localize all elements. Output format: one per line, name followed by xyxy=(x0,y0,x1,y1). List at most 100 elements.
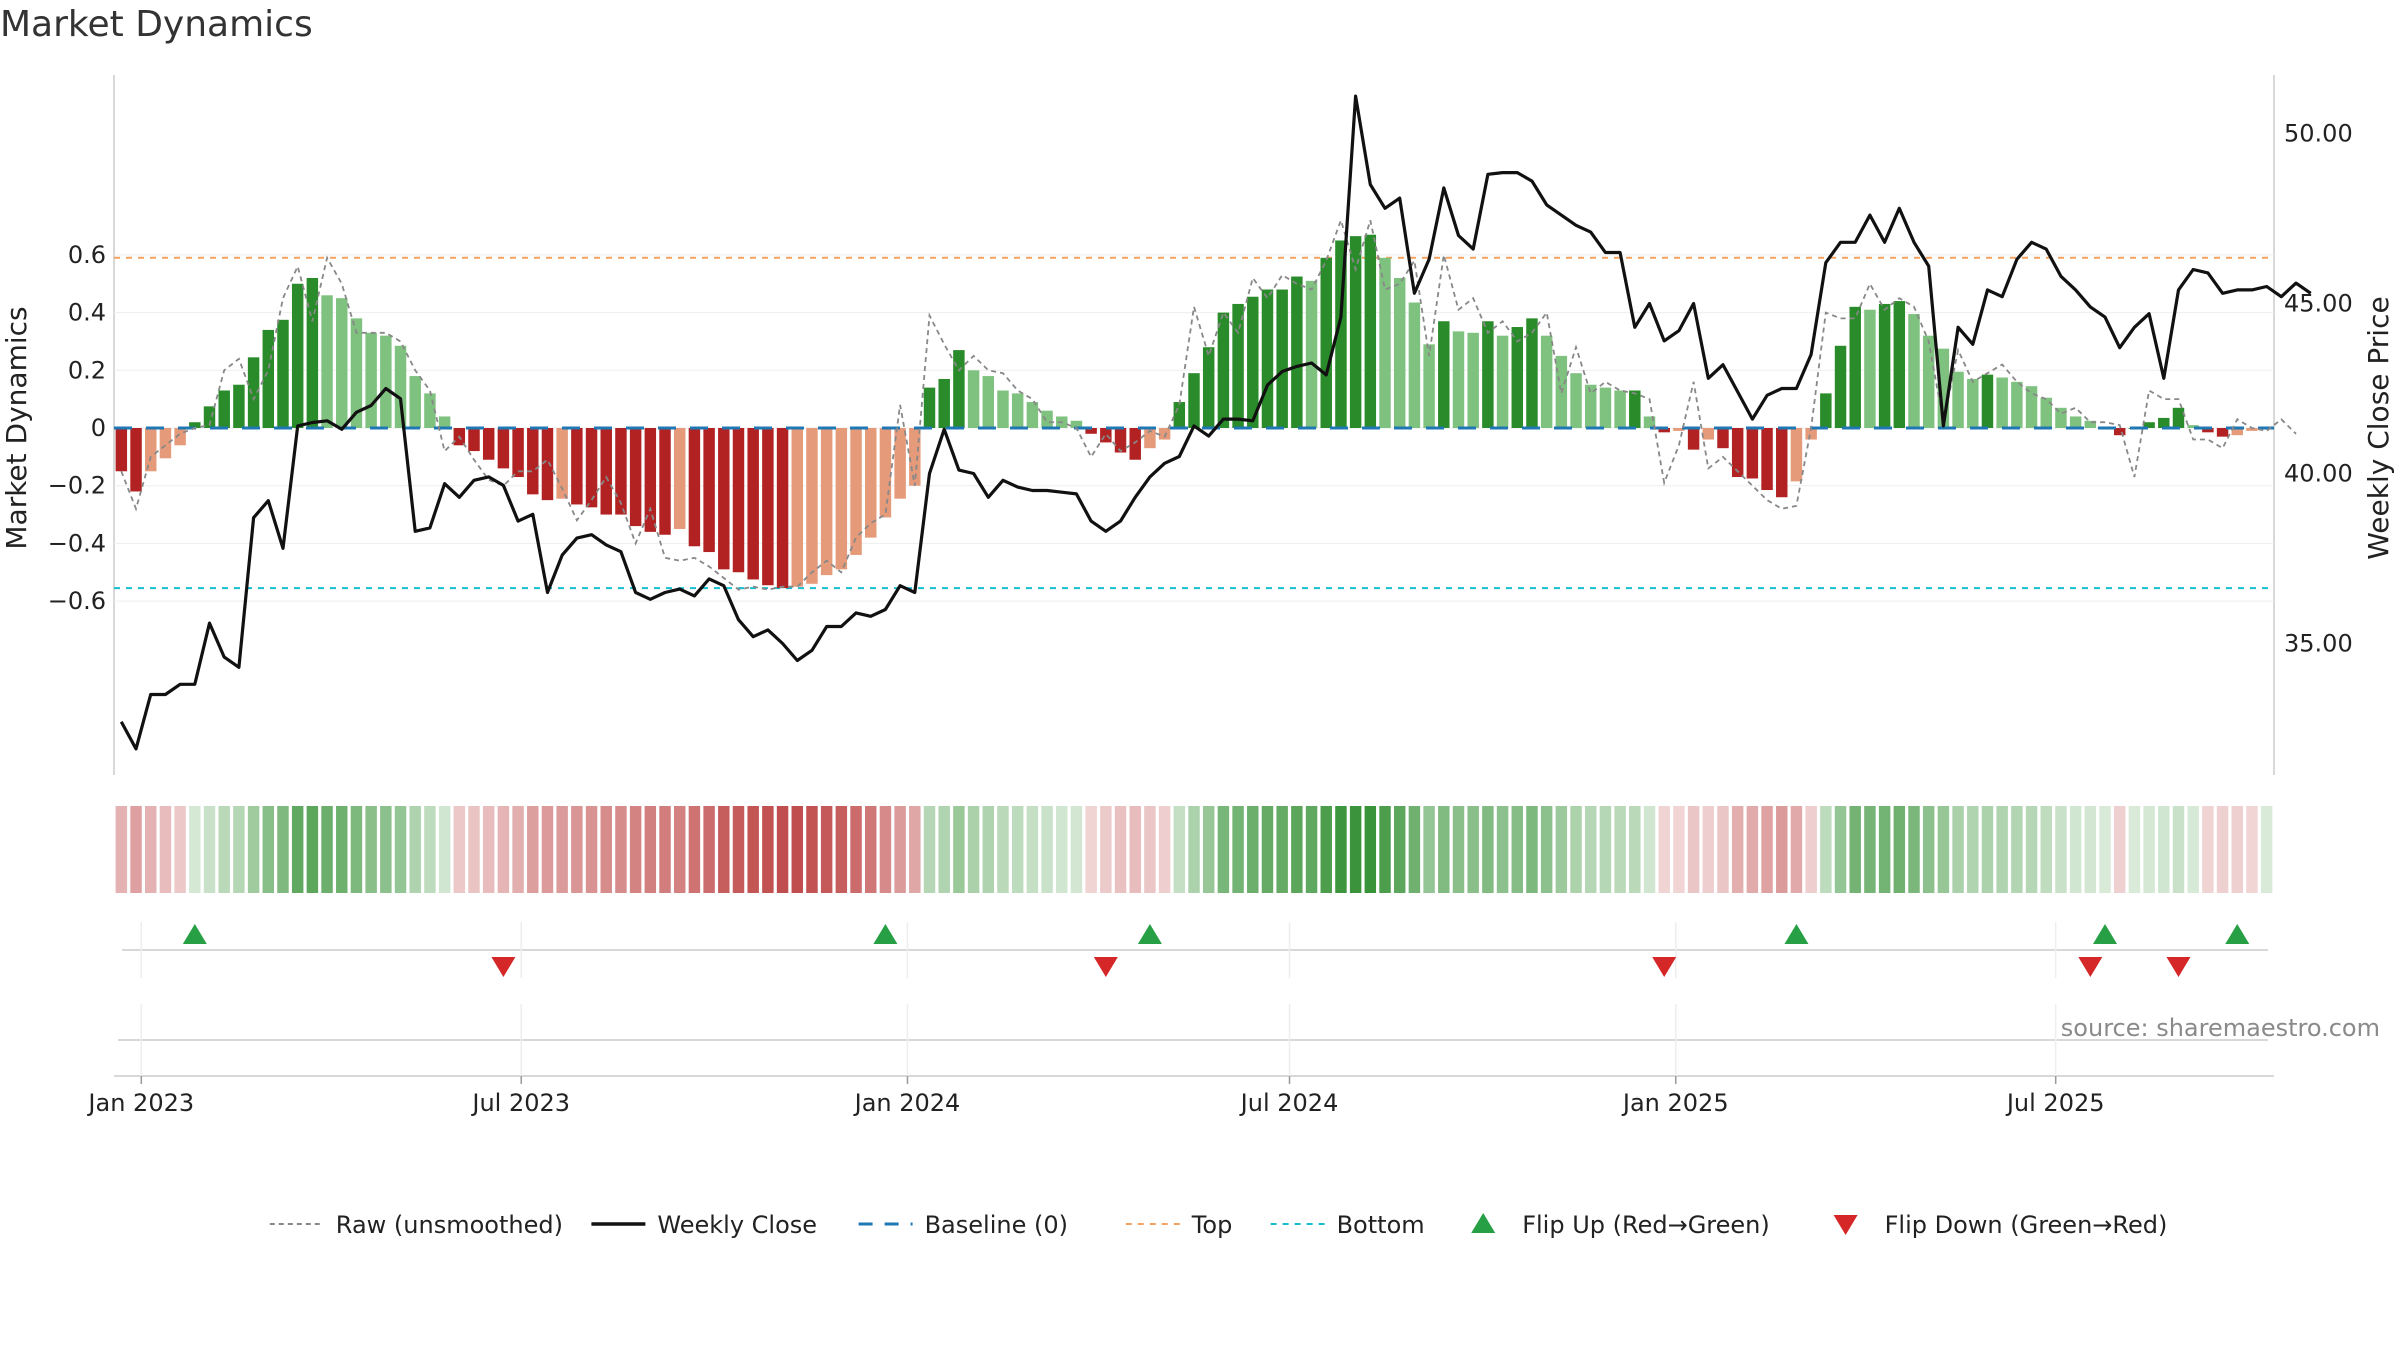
dynamics-bar xyxy=(394,345,407,428)
dynamics-bar xyxy=(1144,428,1156,449)
heat-strip-cell xyxy=(2231,806,2243,893)
dynamics-bar xyxy=(1085,428,1097,434)
dynamics-bar xyxy=(233,384,245,428)
heat-strip-cell xyxy=(453,806,466,893)
dynamics-bar xyxy=(145,428,157,472)
heat-strip-cell xyxy=(2099,806,2111,893)
heat-strip-cell xyxy=(1026,806,1039,893)
heat-strip-cell xyxy=(468,806,480,893)
heat-strip-cell xyxy=(1188,806,1200,893)
dynamics-bar xyxy=(1026,402,1039,428)
heat-strip-cell xyxy=(1585,806,1597,893)
x-tick-label: Jan 2024 xyxy=(853,1089,961,1117)
dynamics-bar xyxy=(938,378,950,428)
dynamics-bar xyxy=(923,387,936,428)
dynamics-bar xyxy=(1452,331,1465,428)
heat-strip-cell xyxy=(174,806,186,893)
heat-strip-cell xyxy=(130,806,142,893)
dynamics-bar xyxy=(1702,428,1715,440)
heat-strip-cell xyxy=(1496,806,1509,893)
dynamics-bar xyxy=(629,428,642,527)
dynamics-bar xyxy=(615,428,627,515)
dynamics-bar xyxy=(1496,335,1509,428)
dynamics-bar xyxy=(321,295,333,428)
flip-up-marker xyxy=(1137,924,1162,944)
dynamics-bar xyxy=(909,428,921,486)
dynamics-bar xyxy=(130,428,142,492)
dynamics-bar xyxy=(1834,345,1847,428)
dynamics-bar xyxy=(835,428,848,570)
heat-strip-cell xyxy=(1041,806,1053,893)
heat-strip-cell xyxy=(629,806,642,893)
dynamics-bar xyxy=(380,335,392,428)
heat-strip-cell xyxy=(2187,806,2199,893)
heat-strip-cell xyxy=(2055,806,2067,893)
heat-strip-cell xyxy=(600,806,612,893)
heat-strip-cell xyxy=(1790,806,1803,893)
heat-strip-cell xyxy=(1908,806,1920,893)
dynamics-bar xyxy=(365,332,377,428)
chart-title: Market Dynamics xyxy=(0,4,313,45)
heat-strip-cell xyxy=(1482,806,1494,893)
heat-strip-cell xyxy=(1379,806,1391,893)
dynamics-bar xyxy=(424,393,436,428)
dynamics-bar xyxy=(1540,335,1553,428)
heat-strip-cell xyxy=(424,806,436,893)
dynamics-bar xyxy=(732,428,745,573)
y-left-tick-label: 0.4 xyxy=(68,299,106,327)
heat-strip-cell xyxy=(909,806,921,893)
dynamics-bar xyxy=(556,428,568,499)
heat-strip-cell xyxy=(1922,806,1935,893)
heat-strip-cell xyxy=(380,806,392,893)
dynamics-bar xyxy=(277,319,289,428)
dynamics-bar xyxy=(2069,416,2082,428)
heat-strip-cell xyxy=(291,806,304,893)
heat-strip-cell xyxy=(365,806,377,893)
heat-strip-cell xyxy=(1129,806,1141,893)
heat-strip-cell xyxy=(997,806,1009,893)
heat-strip-cell xyxy=(1996,806,2008,893)
heat-strip-cell xyxy=(938,806,950,893)
heat-strip-cell xyxy=(2246,806,2258,893)
dynamics-bar xyxy=(1511,327,1523,428)
heat-strip-cell xyxy=(1952,806,1964,893)
heat-strip-cell xyxy=(703,806,715,893)
heat-strip-cell xyxy=(2216,806,2229,893)
legend-item-raw: Raw (unsmoothed) xyxy=(269,1211,563,1239)
heat-strip-cell xyxy=(1232,806,1244,893)
dynamics-bar xyxy=(1776,428,1788,498)
flip-down-marker xyxy=(2166,957,2191,977)
dynamics-bar xyxy=(2055,407,2067,428)
heat-strip-cell xyxy=(2069,806,2082,893)
heat-strip-cell xyxy=(1864,806,1876,893)
dynamics-bar xyxy=(1320,257,1332,428)
dynamics-bar xyxy=(1746,428,1759,479)
heat-strip-cell xyxy=(688,806,701,893)
dynamics-bar xyxy=(1305,280,1318,428)
dynamics-bar xyxy=(1967,378,1979,428)
flip-up-marker xyxy=(873,924,898,944)
dynamics-bar xyxy=(1423,344,1435,428)
dynamics-bar xyxy=(1731,428,1744,478)
heat-strip-cell xyxy=(2143,806,2155,893)
legend-item-top: Top xyxy=(1125,1211,1232,1239)
y-right-tick-label: 35.00 xyxy=(2284,630,2353,658)
heat-strip-cell xyxy=(644,806,657,893)
dynamics-bar xyxy=(953,350,965,428)
heat-strip-cell xyxy=(894,806,906,893)
heat-strip-cell xyxy=(571,806,583,893)
dynamics-bar xyxy=(218,390,230,428)
y-right-tick-label: 40.00 xyxy=(2284,460,2353,488)
flip-down-marker xyxy=(491,957,516,977)
dynamics-bar xyxy=(1291,276,1303,428)
dynamics-bar xyxy=(1981,374,1994,428)
dynamics-bar xyxy=(1717,428,1729,449)
heat-strip-cell xyxy=(1937,806,1950,893)
dynamics-bar xyxy=(997,390,1009,428)
heat-strip-cell xyxy=(159,806,172,893)
heat-strip-cell xyxy=(350,806,363,893)
heat-strip-cell xyxy=(1981,806,1994,893)
heat-strip-cell xyxy=(203,806,216,893)
